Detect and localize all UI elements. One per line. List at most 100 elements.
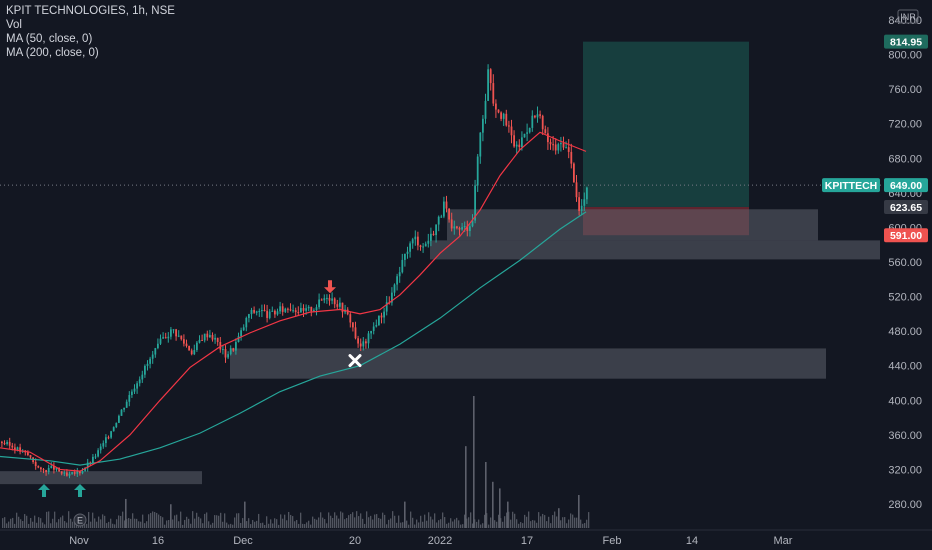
candle-body [523, 133, 526, 138]
candle [253, 306, 255, 314]
volume-bar [64, 521, 66, 528]
candle [401, 253, 404, 274]
candle-body [216, 337, 219, 342]
volume-bar [188, 518, 190, 528]
volume-bar [136, 518, 138, 528]
candle-body [479, 132, 482, 157]
candle-body [359, 343, 362, 347]
candle-body [107, 437, 110, 439]
candle-body [383, 311, 385, 318]
candle-body [125, 401, 128, 408]
candle-body [307, 306, 310, 309]
volume-bar [388, 519, 390, 528]
candle [448, 208, 450, 223]
y-tick-label: 800.00 [888, 50, 922, 62]
price-label-text: 623.65 [890, 202, 922, 214]
candle [479, 132, 482, 164]
x-tick-label: 2022 [428, 535, 452, 547]
candle [180, 335, 183, 341]
volume-bar [522, 523, 524, 528]
volume-bar [288, 511, 290, 528]
candle [404, 253, 406, 267]
candle-body [268, 311, 271, 318]
candle [534, 115, 536, 119]
candle [541, 114, 544, 135]
candle-body [385, 302, 388, 312]
volume-bar [302, 523, 304, 528]
candle [172, 329, 175, 334]
candle-body [141, 374, 144, 380]
volume-bar [204, 513, 206, 528]
volume-bar [26, 515, 28, 528]
target-zone [583, 41, 749, 207]
candle-body [53, 465, 55, 470]
volume-bar [278, 524, 280, 528]
volume-bar [252, 520, 254, 528]
volume-bar [98, 516, 100, 528]
chart-legend: KPIT TECHNOLOGIES, 1h, NSE Vol MA (50, c… [6, 4, 175, 60]
legend-title[interactable]: KPIT TECHNOLOGIES, 1h, NSE [6, 5, 175, 17]
currency-label: INR [900, 12, 916, 22]
candle [266, 304, 268, 323]
candle-body [229, 348, 232, 355]
y-tick-label: 520.00 [888, 292, 922, 304]
legend-ma200[interactable]: MA (200, close, 0) [6, 47, 99, 59]
volume-bar [126, 518, 128, 528]
volume-bar [350, 513, 352, 528]
volume-bar [554, 511, 556, 528]
candle [190, 348, 193, 356]
volume-bar [58, 519, 60, 528]
candle-body [336, 304, 339, 307]
candle [157, 338, 159, 350]
volume-bar [284, 514, 286, 528]
volume-bar [432, 519, 434, 528]
volume-bar [208, 521, 210, 528]
candle-body [541, 115, 544, 130]
candle-body [86, 462, 89, 468]
candle [128, 391, 131, 407]
candle-body [279, 306, 281, 312]
candle-body [300, 308, 302, 313]
volume-bar [66, 522, 68, 528]
volume-bar [194, 518, 196, 528]
candle [375, 319, 378, 328]
volume-bar [324, 519, 326, 528]
x-tick-label: 20 [349, 535, 361, 547]
candle-body [37, 466, 40, 468]
volume-bar [520, 522, 522, 528]
volume-bar [316, 519, 318, 528]
candle-body [565, 147, 567, 149]
candle-body [193, 350, 196, 355]
volume-bar [468, 517, 470, 528]
candle [68, 471, 71, 479]
volume-bar [404, 501, 406, 528]
candle-body [214, 337, 216, 340]
candle-body [341, 302, 344, 313]
y-tick-label: 320.00 [888, 464, 922, 476]
x-tick-label: 17 [521, 535, 533, 547]
candle [580, 199, 583, 215]
candle-body [453, 226, 456, 229]
volume-bar [470, 512, 472, 528]
candle [219, 337, 222, 353]
volume-bar [442, 512, 444, 528]
volume-bar [426, 520, 428, 528]
legend-ma50[interactable]: MA (50, close, 0) [6, 33, 93, 45]
y-tick-label: 280.00 [888, 499, 922, 511]
volume-bar [138, 521, 140, 528]
volume-bar [480, 524, 482, 528]
volume-bar [100, 519, 102, 528]
candle [354, 321, 357, 340]
volume-bar [50, 523, 52, 528]
candle [263, 304, 266, 312]
candle-body [157, 343, 159, 349]
candle-body [271, 310, 274, 312]
volume-bar [550, 523, 552, 528]
candle [417, 231, 419, 251]
volume-series [2, 396, 590, 528]
candle [526, 123, 528, 142]
candle [523, 133, 526, 138]
volume-bar [156, 512, 158, 528]
legend-vol[interactable]: Vol [6, 19, 22, 31]
